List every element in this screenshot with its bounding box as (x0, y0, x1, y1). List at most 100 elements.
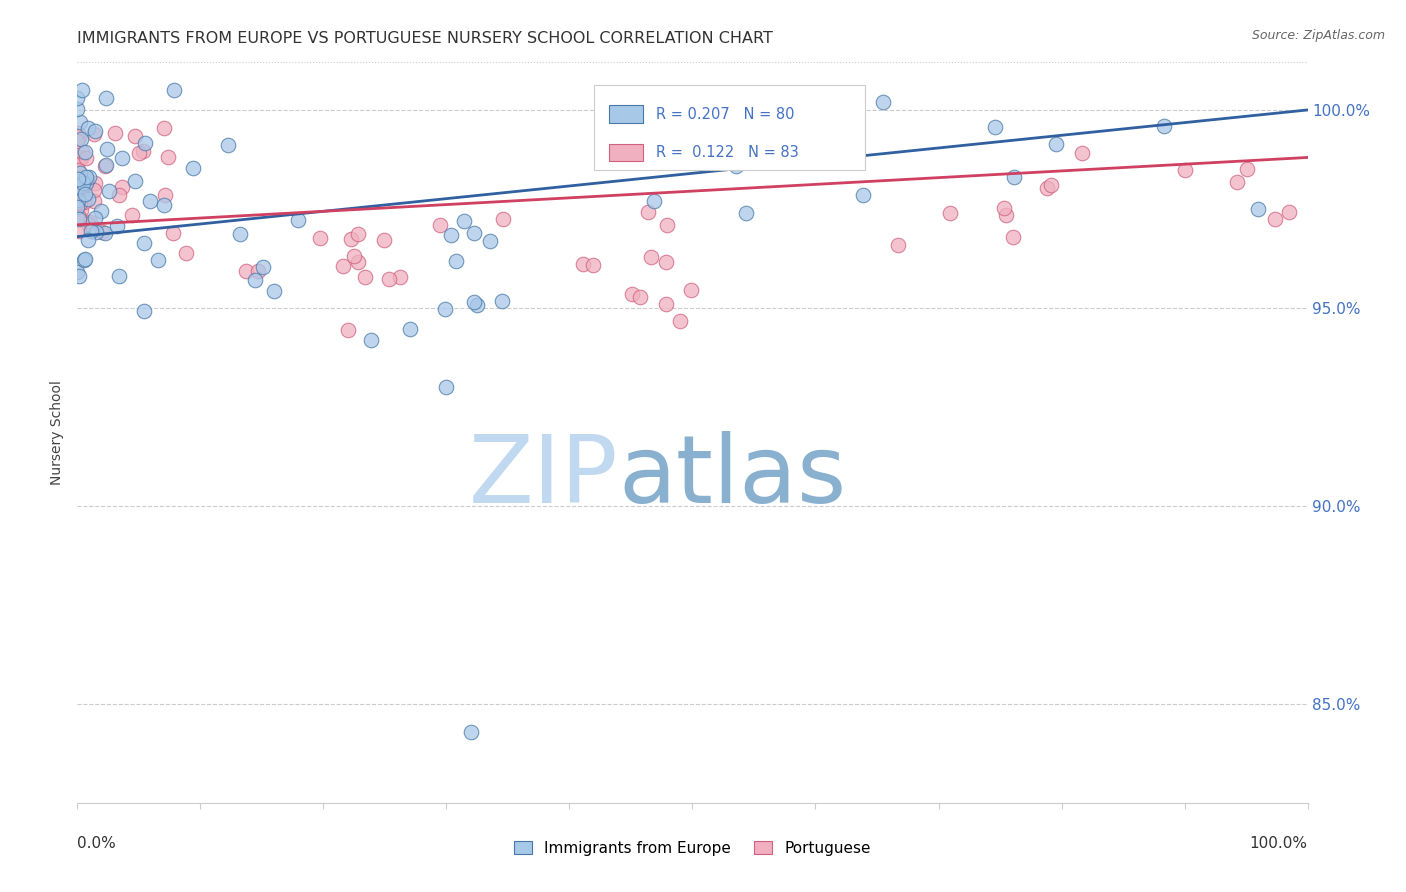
Point (153, 198, 176, 212)
Point (872, 95, 894, 109)
Point (156, 150, 179, 164)
Point (1247, 202, 1270, 217)
Point (76, 151, 98, 165)
Point (247, 264, 270, 278)
Point (75, 145, 97, 160)
Point (83, 128, 105, 142)
Text: 100.0%: 100.0% (1250, 836, 1308, 851)
Point (76, 217, 98, 231)
Point (76, 173, 98, 187)
Point (72, 176, 94, 190)
Point (373, 233, 395, 247)
Point (347, 255, 370, 269)
Point (460, 724, 482, 739)
Point (620, 287, 643, 301)
Point (124, 128, 146, 143)
Point (1045, 137, 1067, 152)
Point (77, 233, 100, 247)
Text: Source: ZipAtlas.com: Source: ZipAtlas.com (1251, 29, 1385, 42)
Point (628, 290, 651, 304)
Point (434, 301, 457, 316)
Point (75, 187, 97, 202)
Point (332, 259, 354, 273)
Point (132, 304, 155, 318)
Point (66, 171, 89, 186)
Point (1174, 162, 1197, 177)
Point (67, 130, 90, 145)
Point (1002, 170, 1025, 185)
Point (679, 283, 702, 297)
Point (73, 177, 96, 191)
Point (73, 195, 96, 210)
Point (643, 194, 665, 208)
Point (67, 194, 90, 209)
Point (67, 212, 90, 227)
Point (121, 208, 143, 222)
Point (571, 257, 593, 271)
Point (637, 205, 659, 219)
Point (453, 213, 475, 227)
Point (70, 151, 93, 165)
Point (163, 83, 186, 97)
Point (79, 215, 101, 229)
Point (444, 254, 467, 268)
Point (77, 169, 100, 184)
Point (77, 120, 100, 135)
FancyBboxPatch shape (609, 105, 644, 123)
Point (66, 265, 89, 279)
Point (153, 120, 176, 135)
Point (263, 285, 285, 299)
Point (108, 187, 131, 202)
Point (91, 225, 114, 239)
Point (228, 227, 250, 241)
Point (67, 170, 90, 185)
Point (1070, 145, 1092, 160)
FancyBboxPatch shape (609, 144, 644, 161)
Point (72, 83, 94, 97)
Point (104, 127, 127, 141)
Point (70, 145, 93, 159)
Point (134, 136, 156, 150)
Point (492, 211, 515, 226)
Point (252, 260, 274, 275)
Point (69, 115, 91, 129)
Point (245, 273, 267, 287)
Point (67, 211, 90, 225)
Point (93, 227, 115, 241)
Point (66, 127, 89, 141)
Point (354, 269, 377, 284)
Point (1153, 120, 1175, 134)
Point (725, 160, 748, 174)
Point (67, 163, 90, 178)
Point (107, 219, 129, 234)
Point (887, 237, 910, 252)
Point (360, 333, 382, 347)
Point (1236, 161, 1258, 176)
Point (83, 124, 105, 138)
Point (111, 151, 134, 165)
Point (478, 234, 501, 248)
Point (72, 191, 94, 205)
Point (69, 195, 91, 210)
Point (94, 159, 117, 173)
Point (98, 184, 121, 198)
Point (69, 150, 91, 164)
Point (111, 180, 134, 194)
Text: atlas: atlas (619, 431, 846, 523)
Point (66, 102, 89, 116)
Point (66, 134, 89, 148)
Point (153, 188, 176, 202)
Text: 0.0%: 0.0% (77, 836, 117, 851)
Point (852, 187, 875, 202)
Point (66, 91, 89, 105)
Point (75, 177, 97, 191)
Point (436, 380, 458, 394)
Point (66, 200, 89, 214)
Point (67, 269, 90, 284)
Point (139, 194, 162, 208)
Point (83, 176, 105, 190)
Point (309, 231, 332, 245)
Point (73, 252, 96, 266)
Point (94, 91, 117, 105)
Point (132, 144, 155, 158)
